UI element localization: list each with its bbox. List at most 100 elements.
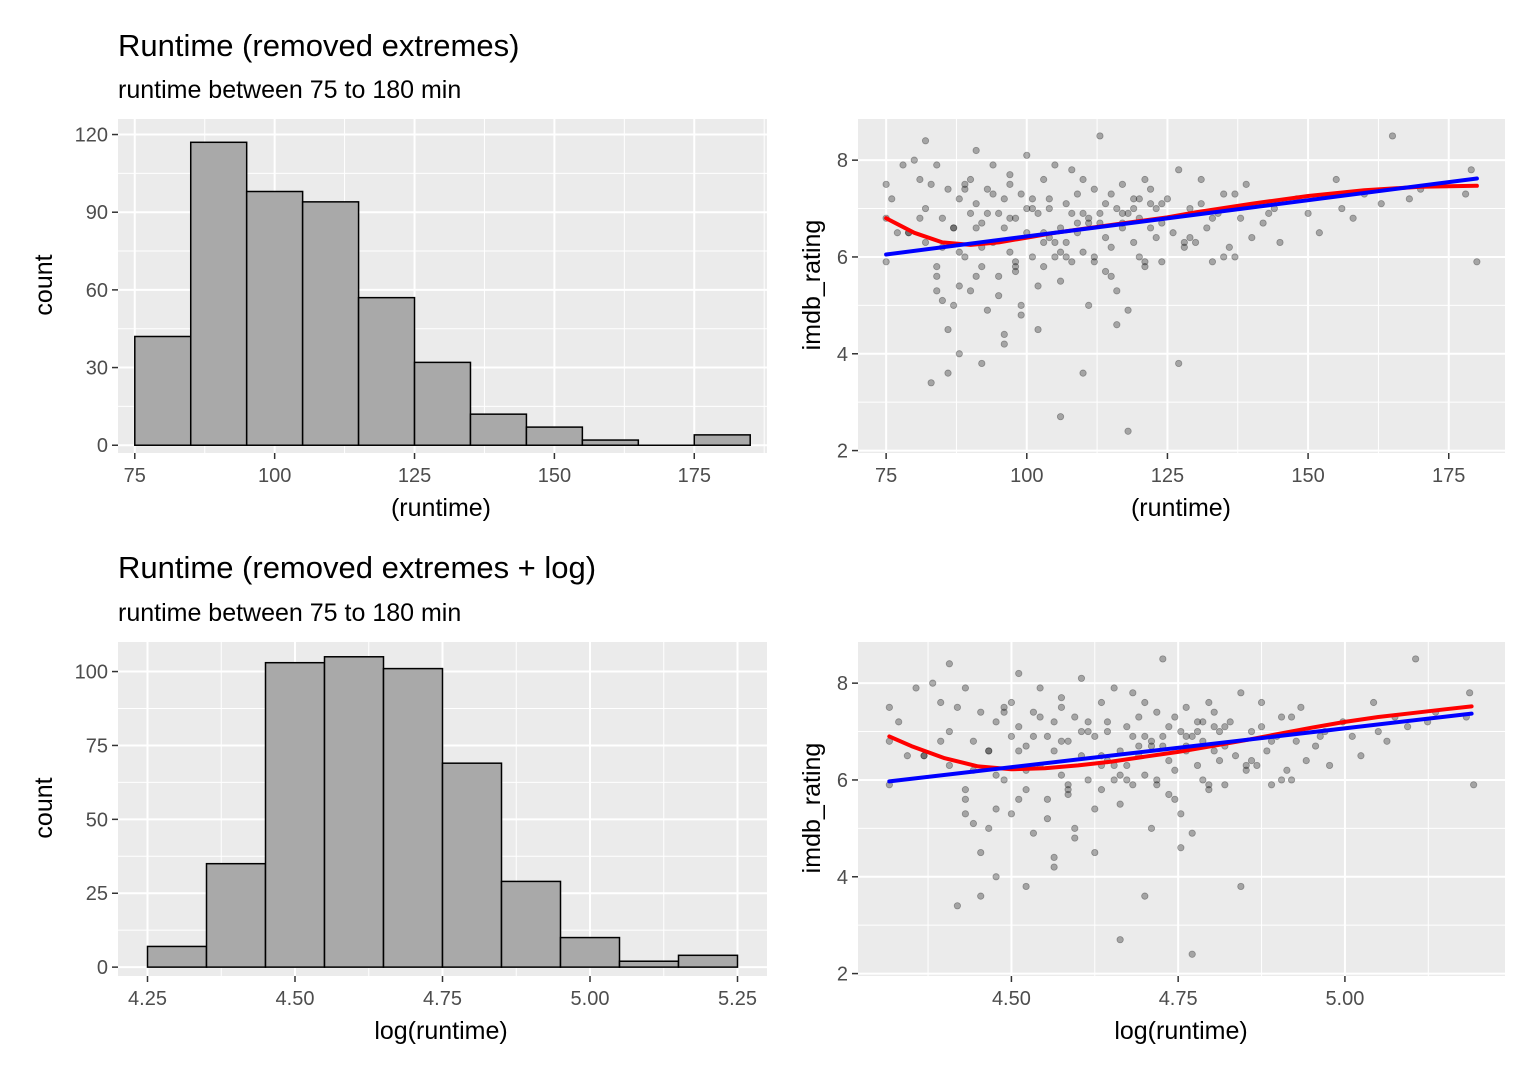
- scatter-point: [1091, 805, 1099, 813]
- scatter-point: [1028, 195, 1037, 203]
- scatter-point: [1188, 950, 1196, 958]
- scatter-point: [961, 684, 969, 692]
- scatter-point: [1248, 233, 1256, 242]
- scatter-point: [1199, 718, 1207, 726]
- scatter-point: [977, 848, 985, 857]
- y-tick-label: 90: [86, 202, 108, 224]
- scatter-point: [1015, 723, 1023, 731]
- scatter-point: [1338, 204, 1346, 213]
- scatter-point: [1006, 171, 1014, 179]
- scatter-point: [950, 224, 958, 232]
- scatter-point: [1147, 742, 1156, 750]
- scatter-point: [910, 156, 918, 164]
- scatter-point: [1175, 166, 1183, 174]
- scatter-point: [1208, 214, 1217, 222]
- scatter-point: [1006, 214, 1014, 222]
- scatter-point: [1040, 175, 1048, 184]
- scatter-point: [1180, 238, 1188, 247]
- scatter-point: [1062, 238, 1070, 247]
- scatter-point: [1197, 175, 1205, 184]
- scatter-point: [1325, 761, 1334, 770]
- scatter-point: [1129, 781, 1137, 789]
- scatter-point: [1022, 786, 1030, 794]
- histogram-bar: [205, 862, 267, 968]
- scatter-point: [916, 214, 924, 222]
- scatter-point: [1165, 790, 1173, 799]
- histogram-bar: [323, 656, 385, 968]
- histogram-bar: [245, 190, 304, 446]
- x-axis-label: (runtime): [1131, 494, 1231, 522]
- scatter-point: [1208, 258, 1217, 266]
- scatter-point: [1210, 723, 1218, 731]
- scatter-point: [1073, 219, 1082, 227]
- scatter-point: [992, 873, 1000, 881]
- scatter-point: [966, 175, 975, 184]
- scatter-point: [921, 204, 930, 213]
- y-tick-label: 8: [837, 673, 848, 695]
- chart-subtitle: runtime between 75 to 180 min: [118, 599, 461, 627]
- y-tick-label: 2: [837, 964, 848, 986]
- x-tick-label: 150: [1291, 465, 1324, 487]
- x-axis-label: log(runtime): [374, 1017, 507, 1045]
- x-axis-label: log(runtime): [1114, 1017, 1247, 1045]
- scatter-point: [950, 224, 958, 232]
- scatter-point: [1040, 238, 1048, 247]
- scatter-point: [1116, 936, 1124, 944]
- scatter-point: [1193, 727, 1202, 736]
- scatter-point: [1152, 204, 1160, 213]
- scatter-point: [992, 718, 1000, 726]
- scatter-point: [953, 703, 961, 711]
- scatter-point: [1203, 224, 1211, 232]
- scatter-point: [1101, 267, 1110, 276]
- chart-title: Runtime (removed extremes): [118, 28, 519, 63]
- chart-subtitle: runtime between 75 to 180 min: [118, 76, 461, 104]
- scatter-point: [1071, 713, 1079, 721]
- scatter-point: [1186, 204, 1194, 213]
- x-tick-label: 5.00: [571, 988, 610, 1010]
- scatter-point: [961, 786, 969, 794]
- scatter-point: [1191, 238, 1200, 247]
- scatter-point: [1332, 175, 1340, 184]
- x-tick-label: 125: [1151, 465, 1184, 487]
- log-runtime-histogram: Runtime (removed extremes + log) runtime…: [30, 550, 767, 1045]
- scatter-point: [1000, 340, 1008, 348]
- y-tick-label: 8: [837, 150, 848, 172]
- scatter-point: [1062, 200, 1070, 208]
- scatter-point: [1197, 200, 1205, 208]
- scatter-point: [1077, 727, 1086, 736]
- scatter-point: [1242, 761, 1250, 770]
- scatter-point: [961, 795, 969, 803]
- y-axis-label: imdb_rating: [798, 743, 826, 874]
- scatter-point: [1287, 713, 1296, 721]
- scatter-point: [1050, 853, 1058, 862]
- scatter-point: [1193, 761, 1202, 770]
- scatter-point: [1107, 243, 1115, 251]
- scatter-point: [1404, 723, 1412, 731]
- scatter-point: [1084, 718, 1092, 726]
- scatter-point: [955, 350, 963, 358]
- scatter-point: [938, 296, 946, 305]
- scatter-point: [945, 761, 953, 770]
- scatter-point: [1182, 703, 1190, 711]
- scatter-point: [995, 292, 1003, 300]
- scatter-point: [1079, 209, 1087, 217]
- scatter-point: [1103, 718, 1112, 726]
- scatter-point: [1210, 708, 1218, 716]
- scatter-point: [1141, 771, 1149, 779]
- x-tick-label: 5.25: [718, 988, 757, 1010]
- scatter-point: [1085, 301, 1093, 309]
- runtime-rating-scatter: (runtime) imdb_rating 75 100 125 150 175 2 4 6 8: [798, 119, 1505, 522]
- scatter-point: [1057, 703, 1066, 711]
- histogram-bar: [525, 426, 584, 446]
- y-tick-label: 25: [86, 883, 108, 905]
- plot-background: [858, 119, 1505, 453]
- scatter-point: [1017, 311, 1025, 319]
- scatter-point: [950, 301, 958, 309]
- x-tick-label: 4.75: [1159, 988, 1198, 1010]
- scatter-point: [1057, 737, 1066, 745]
- scatter-point: [921, 238, 930, 247]
- scatter-point: [966, 209, 975, 217]
- scatter-point: [1141, 175, 1149, 184]
- scatter-point: [1034, 209, 1042, 217]
- scatter-point: [1177, 727, 1185, 736]
